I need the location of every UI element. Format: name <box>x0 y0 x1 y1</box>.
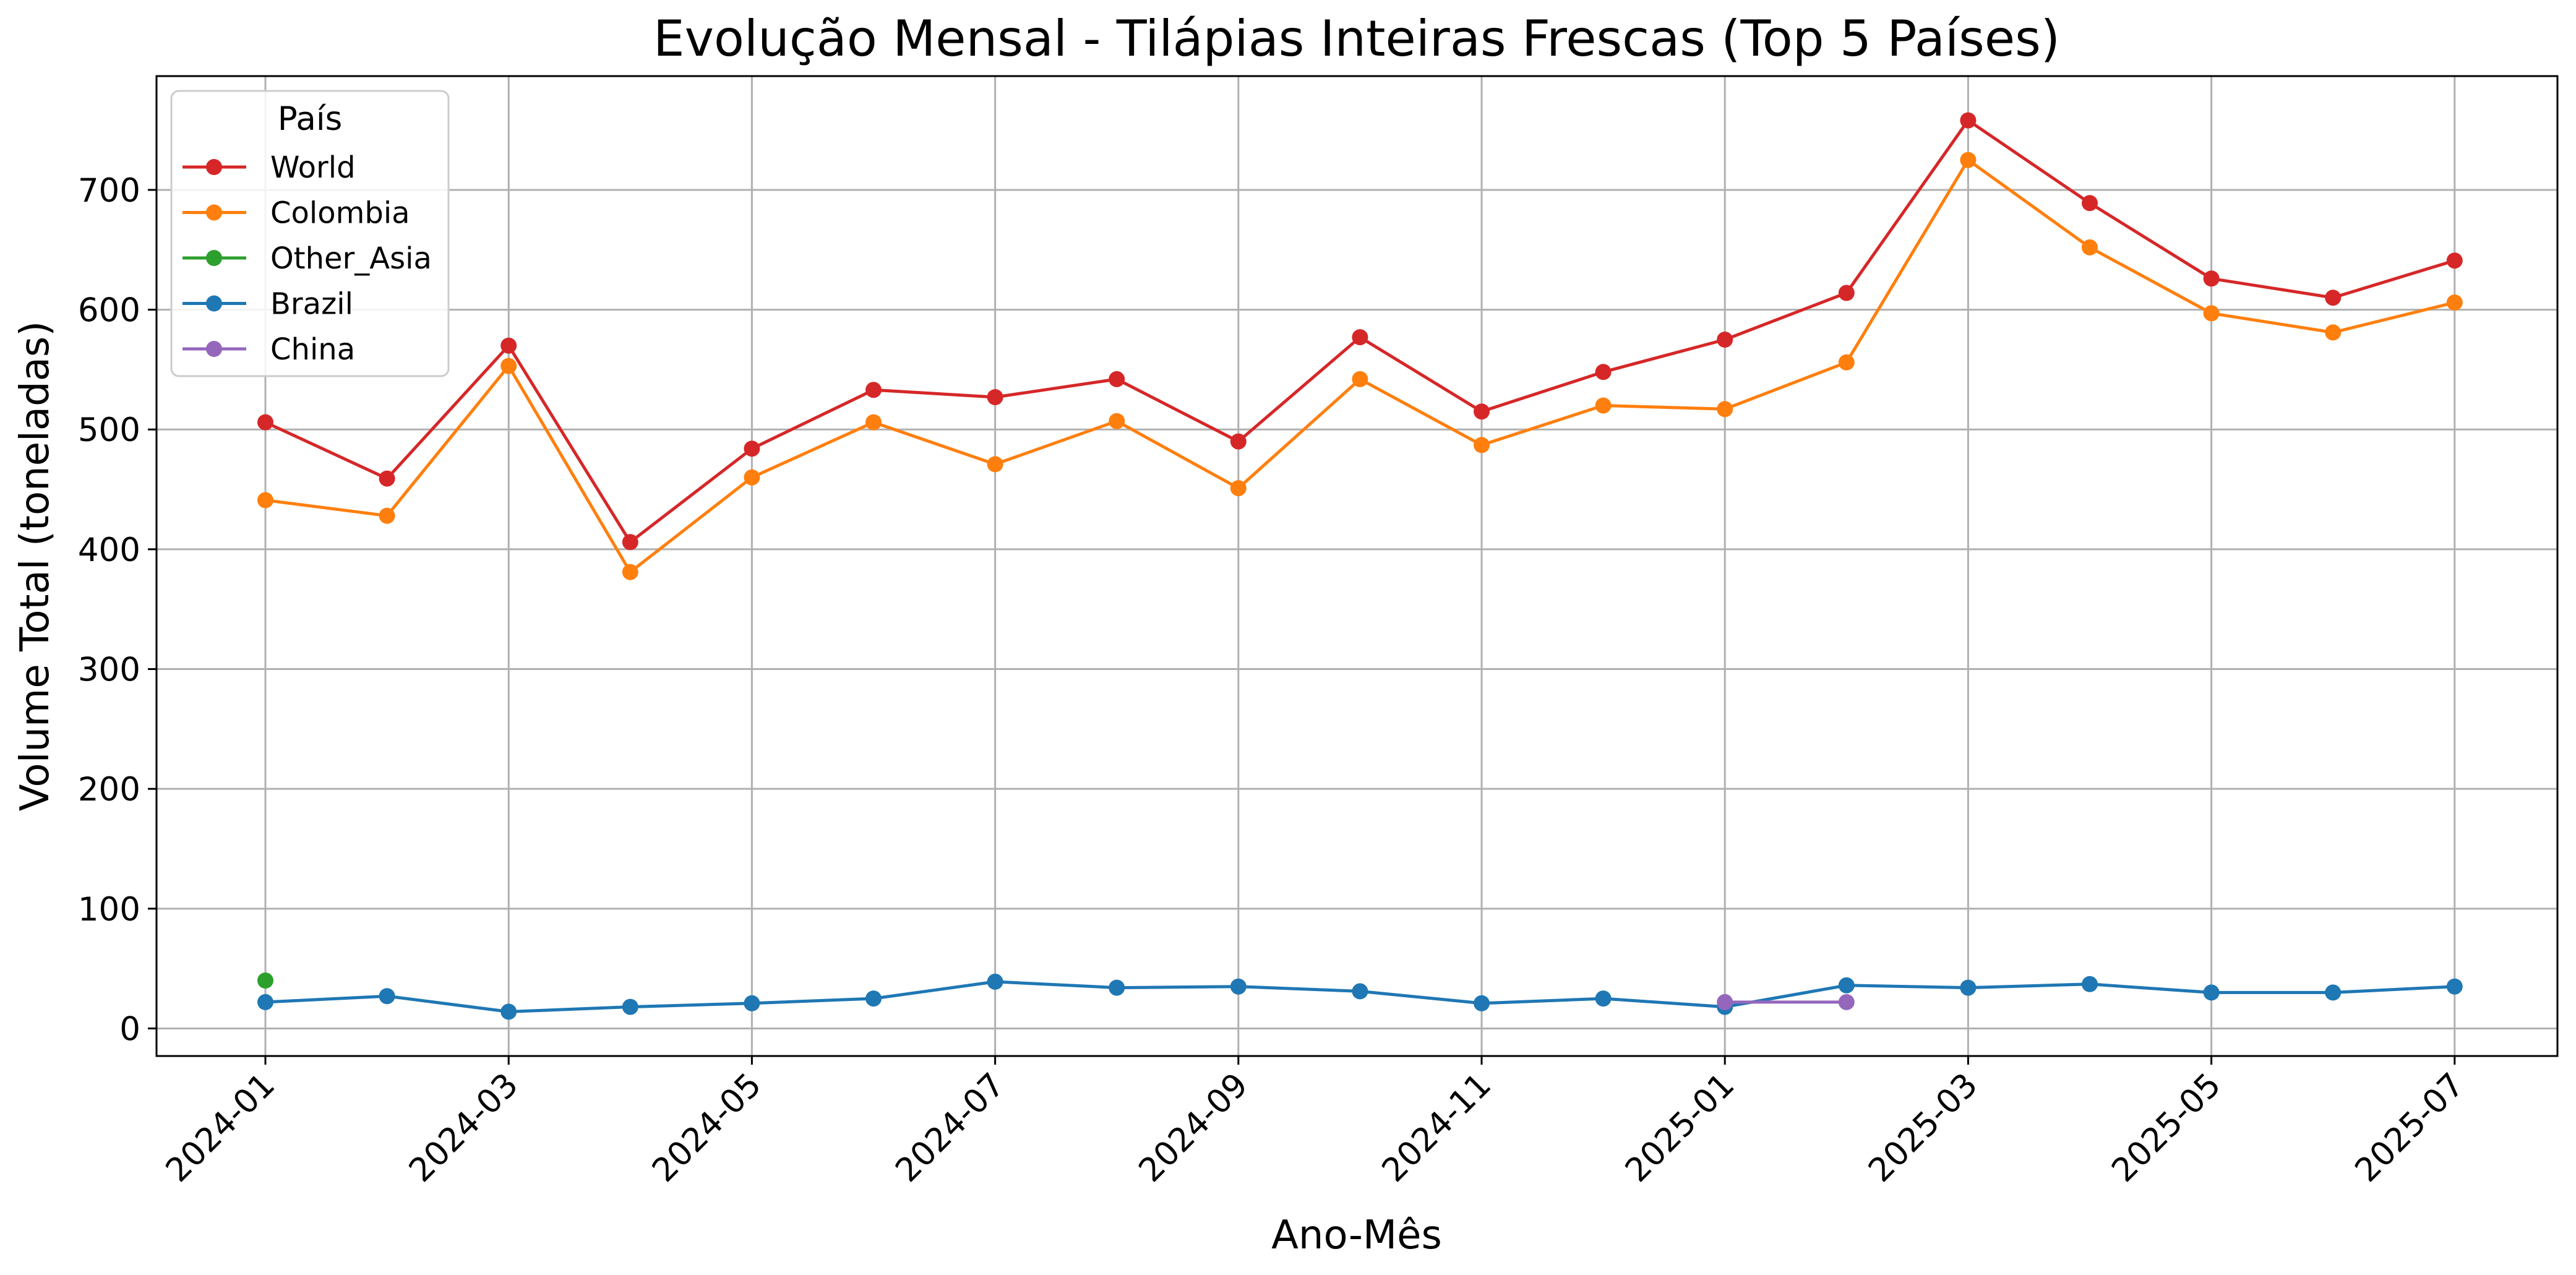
data-point-brazil <box>1960 979 1977 996</box>
data-point-world <box>257 414 273 431</box>
data-point-colombia <box>2082 239 2098 255</box>
y-tick-label: 700 <box>78 172 140 210</box>
data-point-colombia <box>1838 354 1855 371</box>
data-point-world <box>2082 195 2098 212</box>
y-tick-label: 100 <box>78 891 140 929</box>
data-point-world <box>500 337 517 354</box>
data-point-china <box>1717 994 1733 1010</box>
legend-marker <box>206 295 222 312</box>
data-point-colombia <box>622 564 638 580</box>
legend-items: World Colombia Other_Asia Brazil China <box>182 150 432 367</box>
data-point-colombia <box>2325 324 2342 341</box>
data-point-world <box>744 440 760 457</box>
chart-title: Evolução Mensal - Tilápias Inteiras Fres… <box>653 10 2060 67</box>
data-point-colombia <box>744 469 760 486</box>
data-point-world <box>2203 270 2220 287</box>
data-point-other-asia <box>257 972 273 989</box>
data-point-world <box>1230 433 1247 450</box>
y-tick-label: 600 <box>78 292 140 330</box>
legend-label: World <box>270 150 356 185</box>
data-point-brazil <box>744 995 760 1011</box>
data-point-brazil <box>1595 990 1612 1007</box>
legend-title: País <box>278 100 342 138</box>
series-colombia <box>257 152 2463 580</box>
data-point-brazil <box>379 988 395 1005</box>
data-point-brazil <box>1230 978 1247 995</box>
legend-label: China <box>270 332 355 367</box>
legend-marker <box>206 250 222 266</box>
data-point-world <box>1838 285 1855 301</box>
data-point-colombia <box>1230 480 1247 497</box>
legend-label: Other_Asia <box>270 241 432 276</box>
data-point-world <box>1595 364 1612 380</box>
legend-item-china: China <box>182 332 355 367</box>
y-axis-label: Volume Total (toneladas) <box>12 321 58 812</box>
data-point-world <box>1109 371 1125 387</box>
data-point-brazil <box>987 973 1003 990</box>
y-tick-label: 400 <box>78 531 140 569</box>
legend-item-world: World <box>182 150 356 185</box>
legend-marker <box>206 204 222 221</box>
legend-marker <box>206 341 222 357</box>
data-point-colombia <box>500 358 517 374</box>
series-china <box>1717 994 1855 1010</box>
y-tick-label: 0 <box>119 1010 140 1048</box>
data-point-brazil <box>2082 976 2098 992</box>
data-point-colombia <box>1717 401 1733 418</box>
y-tick-label: 500 <box>78 411 140 449</box>
data-point-world <box>1960 112 1977 129</box>
data-point-colombia <box>1960 152 1977 168</box>
data-point-brazil <box>500 1003 517 1020</box>
y-tick-label: 300 <box>78 651 140 689</box>
data-point-colombia <box>987 456 1003 473</box>
data-point-brazil <box>2446 978 2463 995</box>
legend-label: Brazil <box>270 287 353 322</box>
data-point-world <box>2325 290 2342 306</box>
data-point-china <box>1838 994 1855 1010</box>
data-point-world <box>1352 329 1368 346</box>
data-point-colombia <box>2446 294 2463 311</box>
series-other-asia <box>257 972 273 989</box>
data-point-brazil <box>257 994 273 1010</box>
data-point-brazil <box>1352 983 1368 1000</box>
data-point-colombia <box>1595 397 1612 414</box>
data-point-colombia <box>865 414 882 431</box>
data-point-world <box>987 389 1003 405</box>
legend-marker <box>206 159 222 175</box>
legend-item-colombia: Colombia <box>182 196 410 231</box>
plot-frame <box>155 75 2559 1057</box>
legend-label: Colombia <box>270 196 410 231</box>
legend-item-brazil: Brazil <box>182 287 353 322</box>
legend: País World Colombia Other_Asia Brazil China <box>170 90 450 377</box>
data-point-world <box>1474 403 1490 420</box>
x-axis-label: Ano-Mês <box>1271 1213 1442 1258</box>
series-world <box>257 112 2463 551</box>
data-point-colombia <box>257 492 273 509</box>
data-point-world <box>622 534 638 551</box>
data-point-brazil <box>2203 984 2220 1001</box>
data-point-colombia <box>2203 305 2220 322</box>
data-point-brazil <box>1474 995 1490 1011</box>
data-point-world <box>2446 252 2463 269</box>
data-point-colombia <box>1474 437 1490 453</box>
y-tick-label: 200 <box>78 771 140 809</box>
data-point-brazil <box>2325 984 2342 1001</box>
series-lines <box>257 112 2463 1020</box>
data-point-world <box>379 470 395 487</box>
data-point-brazil <box>622 998 638 1015</box>
data-point-colombia <box>379 507 395 524</box>
data-point-colombia <box>1352 371 1368 387</box>
data-point-world <box>1717 332 1733 348</box>
legend-item-other-asia: Other_Asia <box>182 241 432 276</box>
data-point-brazil <box>1838 977 1855 994</box>
data-point-world <box>865 382 882 398</box>
data-point-colombia <box>1109 413 1125 429</box>
data-point-brazil <box>1109 979 1125 996</box>
data-point-brazil <box>865 990 882 1007</box>
